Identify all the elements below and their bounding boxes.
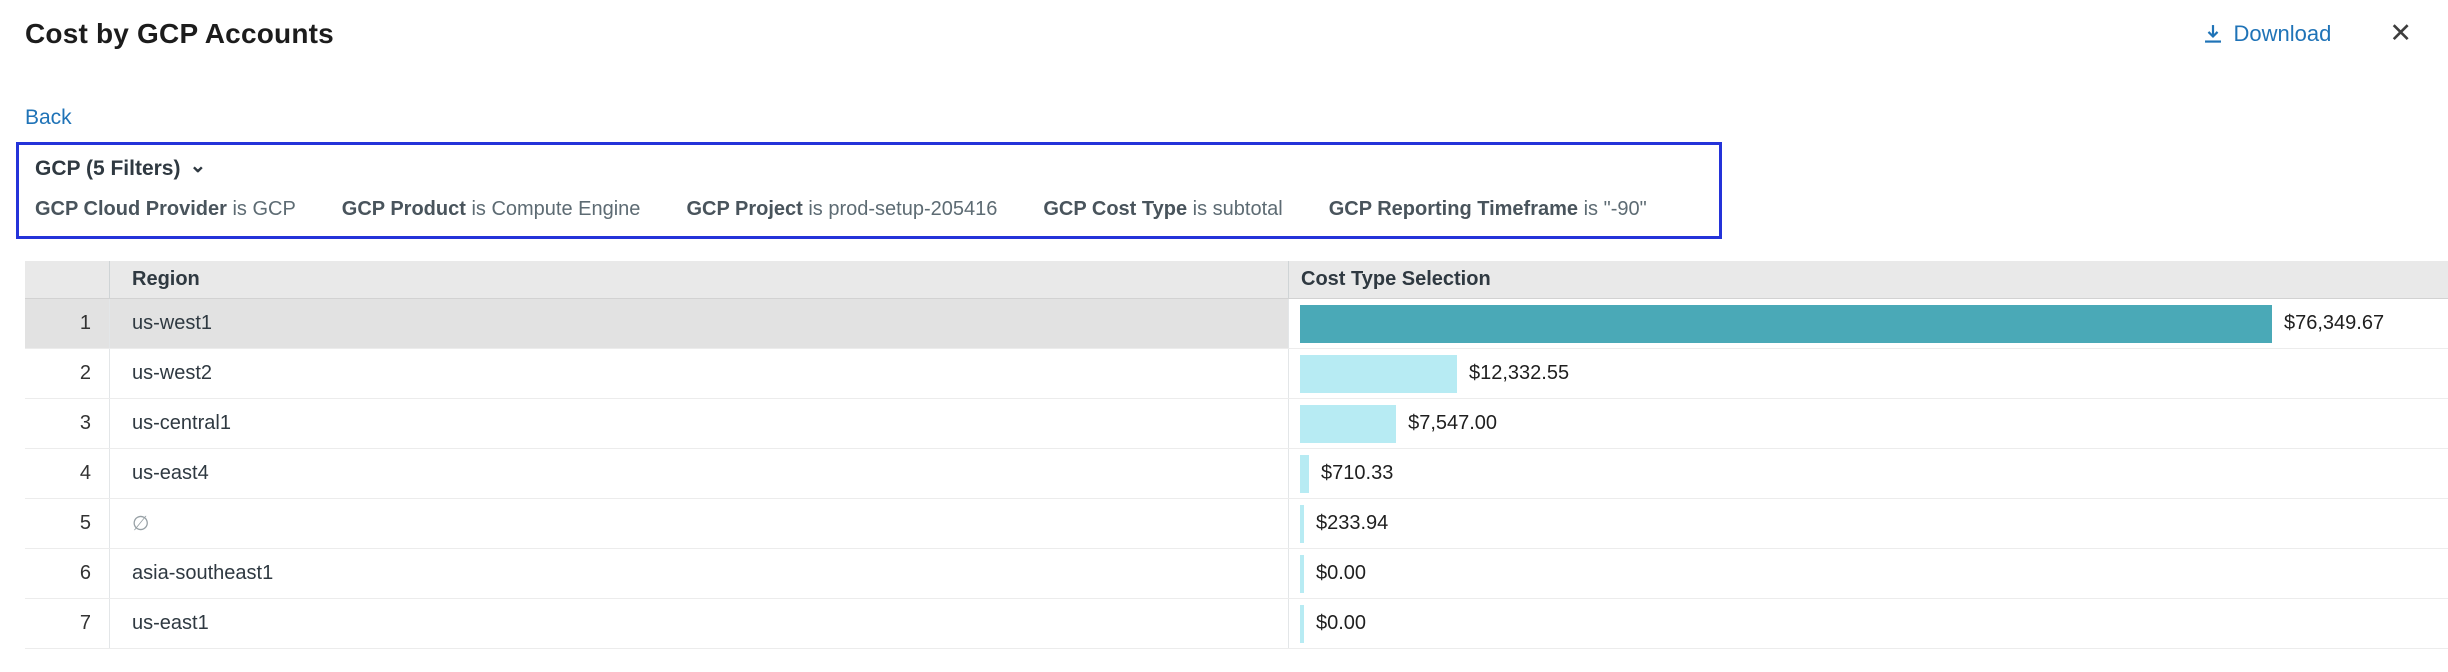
filter-condition: is Compute Engine [466,198,641,220]
top-bar: Cost by GCP Accounts Download ✕ [0,0,2448,50]
filter-condition: is prod-setup-205416 [803,198,998,220]
row-region[interactable]: us-central1 [109,399,1288,448]
table-header: Region Cost Type Selection [25,261,2448,299]
row-region[interactable]: us-east1 [109,599,1288,648]
header-region[interactable]: Region [109,261,1288,298]
table-row[interactable]: 5 ∅ $233.94 [25,499,2448,549]
filter-summary[interactable]: GCP (5 Filters) ⌄ [35,157,206,181]
filter-chip[interactable]: GCP Product is Compute Engine [342,198,641,221]
row-cost-cell: $76,349.67 [1288,299,2448,348]
filter-field: GCP Product [342,198,466,220]
cost-bar[interactable] [1300,305,2272,343]
cost-bar[interactable] [1300,505,1304,543]
filter-field: GCP Cost Type [1043,198,1187,220]
cost-value-label: $0.00 [1316,562,1366,585]
row-index: 1 [25,299,109,348]
cost-value-label: $76,349.67 [2284,312,2384,335]
row-cost-cell: $0.00 [1288,599,2448,648]
cost-bar[interactable] [1300,455,1309,493]
table-row[interactable]: 7 us-east1 $0.00 [25,599,2448,649]
chevron-down-icon: ⌄ [189,160,206,172]
row-index: 7 [25,599,109,648]
row-cost-cell: $233.94 [1288,499,2448,548]
row-index: 4 [25,449,109,498]
filter-box: GCP (5 Filters) ⌄ GCP Cloud Provider is … [16,142,1722,239]
download-button[interactable]: Download [2202,21,2332,47]
cost-bar[interactable] [1300,555,1304,593]
cost-bar[interactable] [1300,605,1304,643]
download-icon [2202,23,2224,45]
table-row[interactable]: 1 us-west1 $76,349.67 [25,299,2448,349]
filter-items: GCP Cloud Provider is GCP GCP Product is… [35,198,1703,221]
filter-field: GCP Reporting Timeframe [1329,198,1578,220]
download-label: Download [2234,21,2332,47]
cost-value-label: $7,547.00 [1408,412,1497,435]
row-region[interactable]: us-west2 [109,349,1288,398]
cost-value-label: $233.94 [1316,512,1388,535]
table-row[interactable]: 4 us-east4 $710.33 [25,449,2448,499]
cost-bar[interactable] [1300,355,1457,393]
filter-chip[interactable]: GCP Cloud Provider is GCP [35,198,296,221]
row-cost-cell: $710.33 [1288,449,2448,498]
filter-chip[interactable]: GCP Reporting Timeframe is "-90" [1329,198,1647,221]
filter-chip[interactable]: GCP Cost Type is subtotal [1043,198,1282,221]
row-region[interactable]: ∅ [109,499,1288,548]
table-body: 1 us-west1 $76,349.67 2 us-west2 $12,332… [25,299,2448,649]
row-cost-cell: $0.00 [1288,549,2448,598]
row-index: 2 [25,349,109,398]
header-cost[interactable]: Cost Type Selection [1288,261,2448,298]
header-index [25,261,109,298]
filter-condition: is GCP [227,198,296,220]
top-actions: Download ✕ [2202,18,2412,47]
cost-value-label: $12,332.55 [1469,362,1569,385]
row-region[interactable]: us-west1 [109,299,1288,348]
row-region[interactable]: us-east4 [109,449,1288,498]
close-icon[interactable]: ✕ [2389,20,2412,47]
row-index: 3 [25,399,109,448]
page-title: Cost by GCP Accounts [25,18,334,50]
table-row[interactable]: 6 asia-southeast1 $0.00 [25,549,2448,599]
filter-chip[interactable]: GCP Project is prod-setup-205416 [686,198,997,221]
cost-value-label: $0.00 [1316,612,1366,635]
row-cost-cell: $7,547.00 [1288,399,2448,448]
cost-table: Region Cost Type Selection 1 us-west1 $7… [25,261,2448,649]
cost-value-label: $710.33 [1321,462,1393,485]
cost-bar[interactable] [1300,405,1396,443]
filter-condition: is subtotal [1187,198,1283,220]
row-region[interactable]: asia-southeast1 [109,549,1288,598]
table-row[interactable]: 2 us-west2 $12,332.55 [25,349,2448,399]
filter-summary-label: GCP (5 Filters) [35,157,180,181]
filter-condition: is "-90" [1578,198,1647,220]
row-index: 5 [25,499,109,548]
row-index: 6 [25,549,109,598]
back-link[interactable]: Back [25,106,72,130]
row-cost-cell: $12,332.55 [1288,349,2448,398]
filter-field: GCP Cloud Provider [35,198,227,220]
filter-field: GCP Project [686,198,802,220]
table-row[interactable]: 3 us-central1 $7,547.00 [25,399,2448,449]
